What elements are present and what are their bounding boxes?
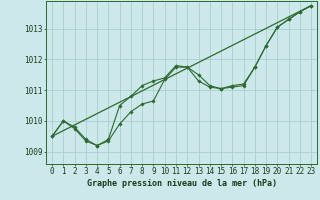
X-axis label: Graphe pression niveau de la mer (hPa): Graphe pression niveau de la mer (hPa) (87, 179, 276, 188)
